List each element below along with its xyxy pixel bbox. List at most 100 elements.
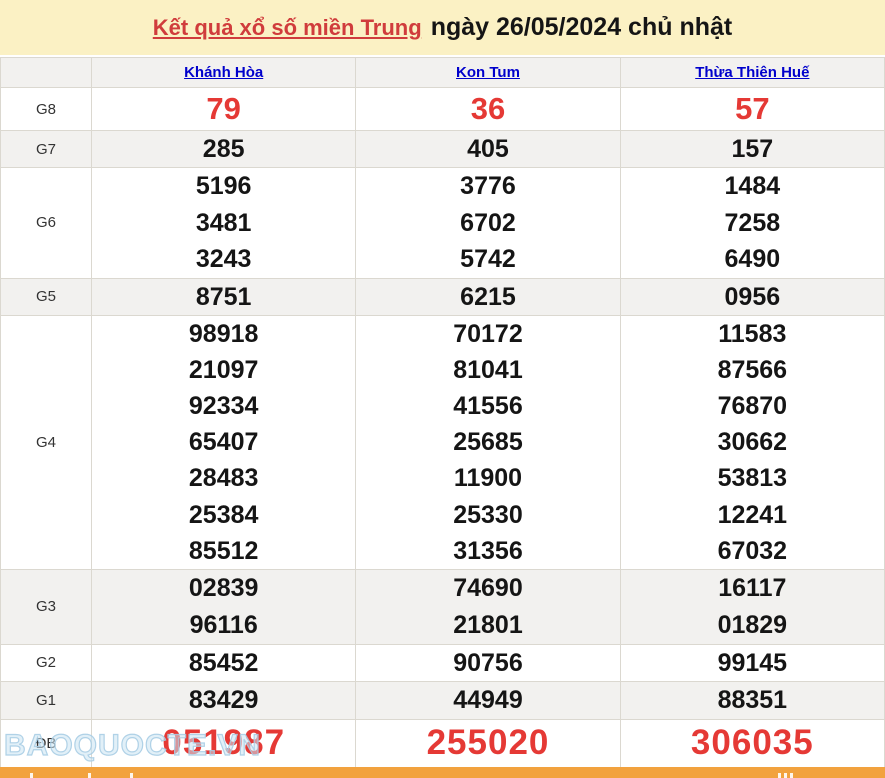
prize-cell: 88351 <box>619 680 885 720</box>
prize-number: 12241 <box>717 500 788 529</box>
province-link[interactable]: Thừa Thiên Huế <box>695 63 810 81</box>
prize-number: 36 <box>470 91 506 126</box>
prize-number: 405 <box>467 135 509 163</box>
prize-number: 01829 <box>717 610 788 639</box>
prize-number: 25384 <box>188 500 259 529</box>
prize-number: 87566 <box>717 355 788 384</box>
prize-number: 92334 <box>188 391 259 420</box>
prize-cell: 6215 <box>355 277 621 316</box>
column-header: Kon Tum <box>355 57 621 88</box>
prize-number: 21801 <box>453 610 523 639</box>
prize-cell: 11583 87566 76870 30662 53813 12241 67032 <box>619 314 885 570</box>
prize-number: 99145 <box>717 648 788 677</box>
partial-glyph <box>30 773 33 778</box>
prize-number: 31356 <box>453 536 523 565</box>
prize-label: G4 <box>0 314 92 570</box>
prize-number: 6702 <box>460 208 516 237</box>
prize-cell: 405 <box>355 130 621 168</box>
prize-label: G6 <box>0 167 92 279</box>
prize-number: 3776 <box>460 172 516 200</box>
province-link[interactable]: Khánh Hòa <box>184 63 264 81</box>
table-row: G3 02839 96116 74690 21801 16117 01829 <box>0 568 885 645</box>
prize-number: 1484 <box>724 172 781 200</box>
prize-label: G8 <box>0 87 92 131</box>
prize-cell: 1484 7258 6490 <box>619 167 885 279</box>
prize-number: 41556 <box>453 391 523 420</box>
prize-number: 28483 <box>188 464 259 493</box>
prize-number: 70172 <box>453 319 523 348</box>
title-region-link[interactable]: Kết quả xổ số miền Trung <box>152 15 422 40</box>
prize-label: G2 <box>0 643 92 682</box>
province-link[interactable]: Kon Tum <box>456 63 520 81</box>
prize-cell: 255020 <box>355 718 621 768</box>
page-title: Kết quả xổ số miền Trung ngày 26/05/2024 … <box>0 0 885 55</box>
prize-number: 6215 <box>460 282 516 311</box>
corner-cell <box>0 57 92 88</box>
prize-cell: 90756 <box>355 643 621 682</box>
prize-label: G5 <box>0 277 92 316</box>
prize-cell: 0956 <box>619 277 885 316</box>
next-section-partial <box>0 767 885 778</box>
table-row: G5 8751 6215 0956 <box>0 277 885 316</box>
prize-number: 85452 <box>188 648 259 677</box>
table-row: G6 5196 3481 3243 3776 6702 5742 1484 7258 6490 <box>0 167 885 279</box>
prize-number: 96116 <box>189 610 258 639</box>
prize-number: 65407 <box>188 428 259 457</box>
prize-cell: 051987 <box>90 718 357 768</box>
partial-glyph <box>130 773 133 778</box>
prize-number: 81041 <box>453 355 523 384</box>
prize-number: 5196 <box>195 172 252 200</box>
prize-label: G7 <box>0 130 92 168</box>
prize-label: G1 <box>0 680 92 720</box>
prize-cell: 85452 <box>90 643 357 682</box>
column-header: Thừa Thiên Huế <box>619 57 885 88</box>
prize-number: 90756 <box>453 648 523 677</box>
table-row: G2 85452 90756 99145 <box>0 643 885 682</box>
prize-cell: 44949 <box>355 680 621 720</box>
prize-cell: 57 <box>619 87 885 131</box>
prize-number: 3243 <box>195 245 252 273</box>
prize-number: 16117 <box>718 573 787 602</box>
prize-number: 5742 <box>460 245 516 273</box>
prize-number: 25685 <box>453 428 523 457</box>
prize-number: 21097 <box>188 355 259 384</box>
prize-cell: 74690 21801 <box>355 568 621 645</box>
prize-number: 83429 <box>188 686 259 715</box>
prize-number: 25330 <box>453 500 523 529</box>
title-date-text: ngày 26/05/2024 chủ nhật <box>430 13 733 41</box>
column-header: Khánh Hòa <box>90 57 357 88</box>
prize-cell: 83429 <box>90 680 357 720</box>
prize-number: 30662 <box>717 428 788 457</box>
partial-glyph <box>88 773 91 778</box>
prize-cell: 36 <box>355 87 621 131</box>
prize-cell: 5196 3481 3243 <box>90 167 357 279</box>
prize-cell: 157 <box>619 130 885 168</box>
prize-cell: 8751 <box>90 277 357 316</box>
prize-cell: 16117 01829 <box>619 568 885 645</box>
prize-number: 255020 <box>426 723 550 763</box>
prize-number: 3481 <box>195 208 252 237</box>
prize-cell: 70172 81041 41556 25685 11900 25330 31356 <box>355 314 621 570</box>
table-row: ĐB 051987 255020 306035 <box>0 718 885 768</box>
prize-label: G3 <box>0 568 92 645</box>
prize-number: 76870 <box>717 391 788 420</box>
prize-number: 74690 <box>453 573 523 602</box>
prize-number: 11900 <box>453 464 523 493</box>
prize-number: 02839 <box>188 573 259 602</box>
prize-number: 8751 <box>195 282 252 311</box>
prize-cell: 79 <box>90 87 357 131</box>
prize-number: 53813 <box>717 464 788 493</box>
prize-number: 67032 <box>717 536 788 565</box>
prize-number: 85512 <box>188 536 259 565</box>
prize-number: 285 <box>202 135 245 163</box>
prize-number: 57 <box>735 91 770 126</box>
table-row: G1 83429 44949 88351 <box>0 680 885 720</box>
prize-number: 306035 <box>690 723 814 763</box>
table-row: G8 79 36 57 <box>0 87 885 131</box>
prize-cell: 285 <box>90 130 357 168</box>
prize-cell: 99145 <box>619 643 885 682</box>
prize-number: 79 <box>206 91 241 126</box>
prize-number: 157 <box>731 135 774 163</box>
prize-label: ĐB <box>0 718 92 768</box>
